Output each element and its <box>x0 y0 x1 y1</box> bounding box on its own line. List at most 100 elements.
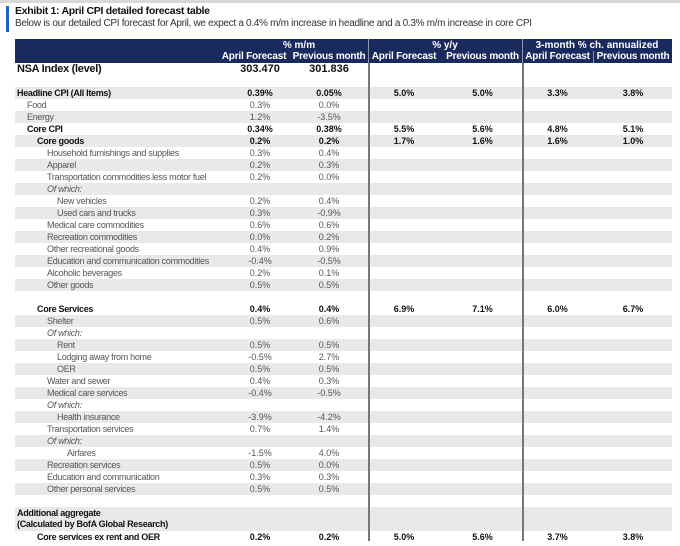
table-row: Lodging away from home -0.5% 2.7% <box>15 351 672 363</box>
cell-value: 0.3% <box>249 148 271 158</box>
table-row: Headline CPI (All Items) 0.39% 0.05% 5.0% 5.… <box>15 87 672 99</box>
row-label: New vehicles <box>57 196 107 206</box>
cell-value: 0.34% <box>247 124 273 134</box>
cell-value: 3.7% <box>547 532 568 542</box>
cell-value: 0.3% <box>249 208 271 218</box>
cell-value: 301.836 <box>309 63 349 75</box>
cell-value: 0.4% <box>249 244 271 254</box>
row-label: Core goods <box>37 136 85 146</box>
row-label: Core services ex rent and OER <box>37 532 160 542</box>
cell-value: -3.9% <box>248 412 272 422</box>
col-header: Previous month <box>292 51 366 62</box>
row-label: Medical care commodities <box>47 220 144 230</box>
row-label: Household furnishings and supplies <box>47 148 179 158</box>
row-label: Of which: <box>47 400 82 410</box>
cell-value: 6.9% <box>393 304 415 314</box>
row-label: Rent <box>57 340 75 350</box>
cell-value: 5.0% <box>472 88 493 98</box>
table-header: % m/m % y/y 3-month % ch. annualized Apr… <box>15 39 672 63</box>
row-label: Water and sewer <box>47 376 111 386</box>
row-label: Headline CPI (All Items) <box>17 88 111 98</box>
row-label: Of which: <box>47 328 82 338</box>
cell-value: 5.0% <box>393 532 415 542</box>
table-row: Of which: <box>15 435 672 447</box>
row-label: Recreation commodities <box>47 232 137 242</box>
cell-value: 0.5% <box>318 484 340 494</box>
blank-row <box>15 75 672 87</box>
table-row: Apparel 0.2% 0.3% <box>15 159 672 171</box>
table-row: Other personal services 0.5% 0.5% <box>15 483 672 495</box>
table-row: Alcoholic beverages 0.2% 0.1% <box>15 267 672 279</box>
blank-row <box>15 495 672 507</box>
cell-value: 0.2% <box>249 268 271 278</box>
table-row: Transportation services 0.7% 1.4% <box>15 423 672 435</box>
exhibit-accent-bar <box>6 6 9 32</box>
cell-value: 0.2% <box>249 172 271 182</box>
table-row: Energy 1.2% -3.5% <box>15 111 672 123</box>
cell-value: 3.3% <box>547 88 568 98</box>
cell-value: 0.9% <box>318 244 340 254</box>
cell-value: 6.0% <box>547 304 568 314</box>
table-row: Of which: <box>15 327 672 339</box>
cell-value: 0.05% <box>316 88 342 98</box>
column-divider <box>368 63 370 541</box>
col-header: April Forecast <box>525 51 590 62</box>
cell-value: 1.6% <box>547 136 568 146</box>
cell-value: 0.2% <box>249 532 271 542</box>
row-label: Other goods <box>47 280 94 290</box>
table-row: Additional aggregate (Calculated by BofA… <box>15 507 672 531</box>
table-row: Rent 0.5% 0.5% <box>15 339 672 351</box>
row-label: Airfares <box>67 448 96 458</box>
row-label: Education and communication commodities <box>47 256 209 266</box>
cell-value: 7.1% <box>472 304 493 314</box>
cell-value: -4.2% <box>317 412 341 422</box>
row-label: OER <box>57 364 76 374</box>
cell-value: 0.2% <box>318 136 340 146</box>
cell-value: 0.2% <box>249 196 271 206</box>
table-row: Core CPI 0.34% 0.38% 5.5% 5.6% 4.8% 5.1% <box>15 123 672 135</box>
row-label: Alcoholic beverages <box>47 268 122 278</box>
table-row: Education and communication 0.3% 0.3% <box>15 471 672 483</box>
cell-value: 5.5% <box>393 124 415 134</box>
cell-value: 0.5% <box>318 340 340 350</box>
cell-value: -0.5% <box>317 256 341 266</box>
cell-value: -3.5% <box>317 112 341 122</box>
cell-value: 0.4% <box>249 376 271 386</box>
cell-value: 5.1% <box>622 124 644 134</box>
cell-value: 3.8% <box>622 532 644 542</box>
cell-value: 0.6% <box>318 220 340 230</box>
cell-value: 0.4% <box>318 196 340 206</box>
blank-row <box>15 291 672 303</box>
cell-value: 0.3% <box>249 100 271 110</box>
col-header: Previous month <box>596 51 670 62</box>
table-row: Household furnishings and supplies 0.3% 0.… <box>15 147 672 159</box>
table-row: Of which: <box>15 183 672 195</box>
group-mm: % m/m <box>282 40 316 51</box>
table-row: Recreation services 0.5% 0.0% <box>15 459 672 471</box>
cell-value: 0.6% <box>249 220 271 230</box>
row-label: Education and communication <box>47 472 160 482</box>
row-label: Other personal services <box>47 484 136 494</box>
table-row: Transportation commodities less motor fu… <box>15 171 672 183</box>
exhibit-subtitle: Below is our detailed CPI forecast for A… <box>15 18 532 29</box>
cell-value: 0.5% <box>249 340 271 350</box>
row-label: Other recreational goods <box>47 244 139 254</box>
cell-value: 0.3% <box>318 160 340 170</box>
col-header: April Forecast <box>371 51 437 62</box>
row-label: Energy <box>27 112 54 122</box>
cell-value: 0.2% <box>249 160 271 170</box>
group-yy: % y/y <box>432 40 458 51</box>
cell-value: -0.5% <box>248 352 272 362</box>
exhibit-title: Exhibit 1: April CPI detailed forecast t… <box>15 5 210 17</box>
cell-value: 0.0% <box>318 100 340 110</box>
cell-value: 5.6% <box>472 124 493 134</box>
row-label: Transportation services <box>47 424 134 434</box>
cell-value: 0.3% <box>249 472 271 482</box>
table-row: Core Services 0.4% 0.4% 6.9% 7.1% 6.0% 6.7% <box>15 303 672 315</box>
cell-value: 0.0% <box>318 172 340 182</box>
table-row: OER 0.5% 0.5% <box>15 363 672 375</box>
cell-value: 0.0% <box>249 232 271 242</box>
table-row: Other recreational goods 0.4% 0.9% <box>15 243 672 255</box>
table-row: Shelter 0.5% 0.6% <box>15 315 672 327</box>
row-label: Core Services <box>37 304 94 314</box>
